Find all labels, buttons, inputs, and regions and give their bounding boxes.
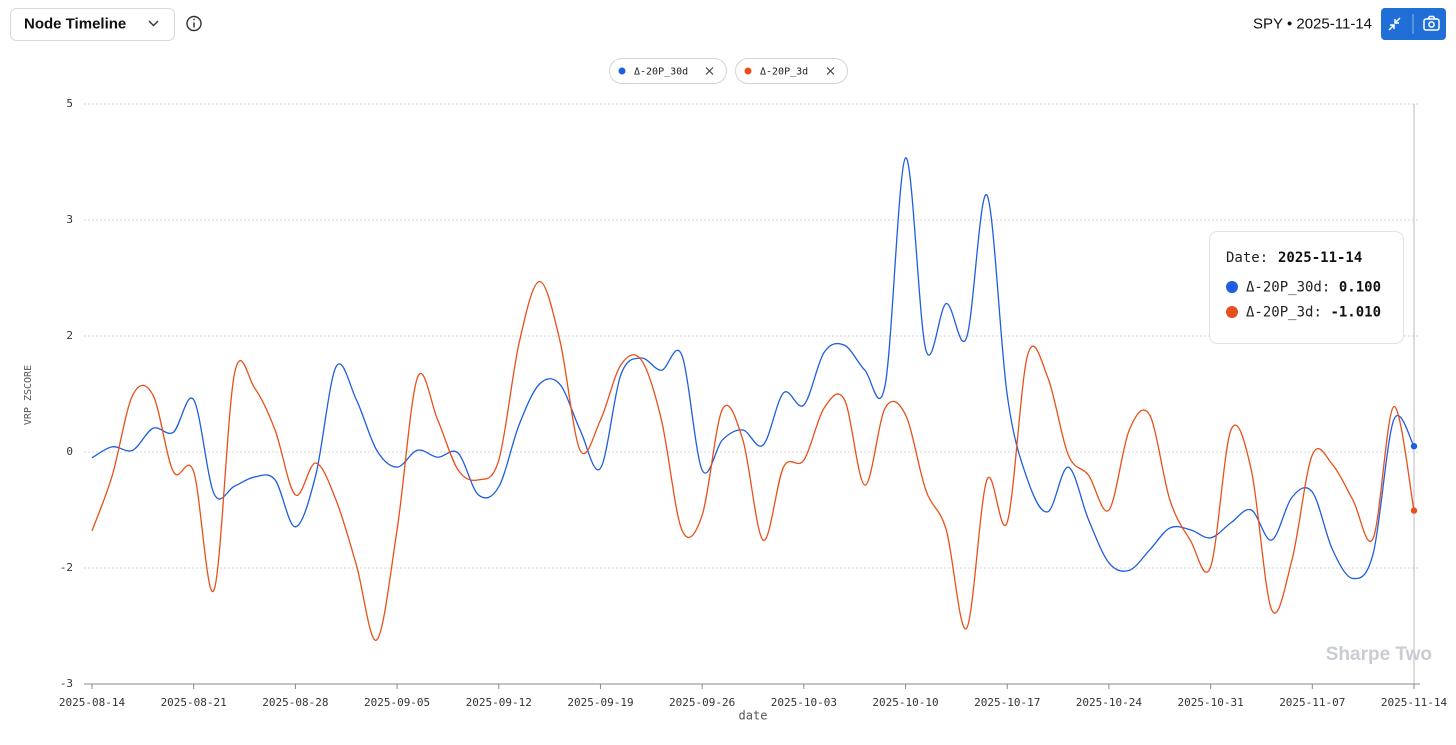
view-title: Node Timeline: [24, 15, 126, 32]
y-tick-label: 2: [66, 329, 73, 342]
legend-chip[interactable]: [735, 58, 848, 84]
x-tick-label: 2025-09-19: [567, 696, 633, 709]
y-tick-label: -2: [60, 561, 73, 574]
info-icon[interactable]: [186, 15, 202, 32]
x-tick-label: 2025-08-28: [262, 696, 328, 709]
tooltip-box: [1209, 231, 1404, 344]
x-tick-label: 2025-08-14: [59, 696, 126, 709]
watermark: Sharpe Two: [1326, 644, 1432, 665]
x-tick-label: 2025-10-24: [1076, 696, 1143, 709]
x-tick-label: 2025-09-12: [466, 696, 532, 709]
legend-dot: [618, 67, 626, 75]
plot: -3 -2 0 2 3 5 VRP ZSCORE date 2025-08-14 2025-08-…: [23, 97, 1447, 723]
x-axis-label: date: [739, 709, 768, 723]
series-line: [91, 157, 1415, 580]
x-tick-label: 2025-08-21: [161, 696, 227, 709]
tooltip-dot: [1226, 281, 1238, 293]
tooltip-series: Δ-20P_30d: [1246, 280, 1322, 296]
legend-remove[interactable]: [705, 67, 714, 75]
tooltip-colon: :: [1322, 280, 1330, 296]
tooltip-value: 0.100: [1339, 280, 1381, 296]
y-axis-label: VRP ZSCORE: [23, 365, 34, 425]
legend-dot: [744, 67, 752, 75]
tooltip: Date: 2025-11-14 Δ-20P_30d:0.100Δ-20P_3d…: [1209, 231, 1404, 344]
tooltip-date: 2025-11-14: [1278, 250, 1362, 266]
collapse-button[interactable]: [1388, 17, 1401, 31]
x-tick-label: 2025-10-31: [1177, 696, 1243, 709]
tooltip-date-label: Date:: [1226, 250, 1268, 266]
legend-chip[interactable]: [609, 58, 727, 84]
view-select[interactable]: [10, 8, 175, 41]
y-tick-label: 3: [66, 213, 73, 226]
x-tick-label: 2025-10-03: [771, 696, 837, 709]
hover-dot: [1410, 507, 1418, 514]
legend-label: Δ-20P_3d: [760, 67, 808, 78]
hover-dot: [1410, 443, 1418, 450]
tooltip-colon: :: [1313, 305, 1321, 321]
x-tick-label: 2025-09-26: [669, 696, 735, 709]
ticker-date: SPY • 2025-11-14: [1253, 15, 1372, 32]
x-tick-label: 2025-10-17: [974, 696, 1040, 709]
series-line: [91, 280, 1415, 641]
x-tick-label: 2025-11-07: [1279, 696, 1345, 709]
y-tick-label: -3: [60, 677, 73, 690]
chevron-icon: [148, 20, 159, 27]
tooltip-dot: [1226, 306, 1238, 318]
legend-remove[interactable]: [826, 67, 835, 75]
x-tick-label: 2025-09-05: [364, 696, 430, 709]
y-tick-label: 0: [66, 445, 73, 458]
y-tick-label: 5: [66, 97, 73, 110]
tooltip-value: -1.010: [1330, 305, 1381, 321]
tooltip-series: Δ-20P_3d: [1246, 305, 1313, 321]
camera-button[interactable]: [1423, 15, 1440, 31]
legend-label: Δ-20P_30d: [634, 67, 688, 78]
x-tick-label: 2025-11-14: [1381, 696, 1448, 709]
x-tick-label: 2025-10-10: [872, 696, 938, 709]
legend: Δ-20P_30d Δ-20P_3d: [609, 58, 848, 84]
